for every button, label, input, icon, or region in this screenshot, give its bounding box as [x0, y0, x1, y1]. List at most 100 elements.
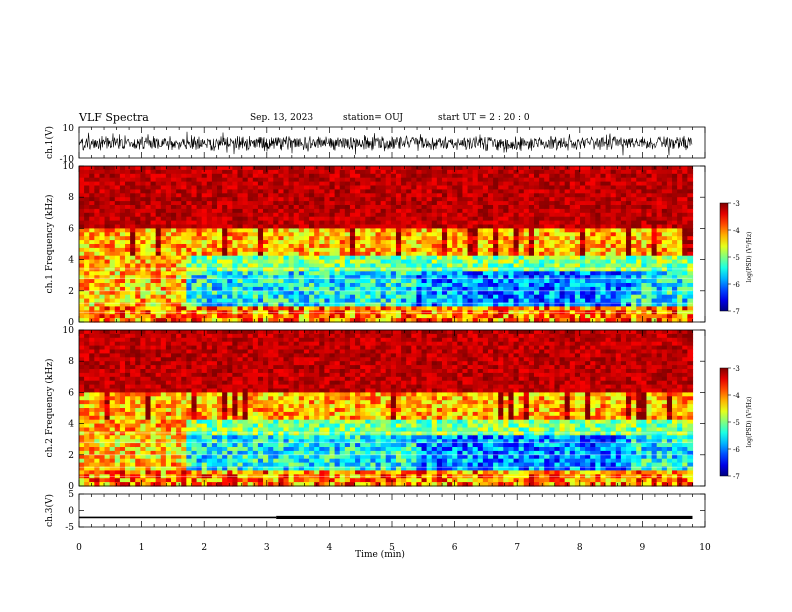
spectrogram-cell: [626, 318, 632, 323]
spectrogram-cell: [288, 197, 295, 202]
spectrogram-cell: [119, 310, 126, 315]
spectrogram-cell: [329, 251, 336, 257]
spectrogram-cell: [508, 228, 515, 233]
spectrogram-cell: [610, 255, 617, 261]
spectrogram-cell: [360, 197, 366, 202]
spectrogram-cell: [135, 173, 141, 179]
spectrogram-cell: [263, 247, 269, 253]
spectrogram-cell: [232, 181, 239, 187]
spectrogram-cell: [431, 177, 438, 183]
spectrogram-cell: [636, 275, 642, 280]
spectrogram-cell: [585, 283, 591, 288]
spectrogram-cell: [580, 279, 586, 284]
spectrogram-cell: [426, 290, 433, 296]
spectrogram-cell: [293, 267, 300, 272]
spectrogram-cell: [447, 244, 453, 249]
spectrogram-cell: [554, 236, 561, 241]
spectrogram-cell: [171, 169, 177, 175]
spectrogram-cell: [298, 298, 305, 304]
spectrogram-cell: [79, 267, 85, 272]
spectrogram-cell: [452, 208, 458, 214]
spectrogram-cell: [288, 267, 295, 272]
spectrogram-cell: [309, 228, 315, 233]
spectrogram-cell: [160, 181, 167, 187]
spectrogram-cell: [222, 255, 228, 261]
spectrogram-cell: [390, 306, 397, 311]
spectrogram-cell: [416, 255, 423, 261]
spectrogram-cell: [365, 193, 371, 198]
spectrogram-cell: [406, 216, 412, 222]
spectrogram-cell: [482, 259, 489, 265]
spectrogram-cell: [125, 220, 131, 226]
spectrogram-cell: [247, 166, 254, 171]
spectrogram-cell: [682, 212, 688, 218]
spectrogram-cell: [631, 310, 637, 315]
spectrogram-cell: [631, 314, 637, 319]
spectrogram-cell: [119, 240, 126, 245]
spectrogram-cell: [457, 251, 464, 257]
spectrogram-cell: [554, 177, 561, 183]
spectrogram-cell: [441, 177, 448, 183]
spectrogram-cell: [590, 166, 596, 171]
spectrogram-cell: [431, 173, 438, 179]
spectrogram-cell: [329, 275, 336, 280]
spectrogram-cell: [99, 193, 106, 198]
spectrogram-cell: [160, 212, 167, 218]
spectrogram-cell: [339, 306, 346, 311]
spectrogram-cell: [631, 212, 637, 218]
spectrogram-cell: [493, 302, 499, 307]
spectrogram-cell: [472, 251, 479, 257]
spectrogram-cell: [600, 267, 607, 272]
spectrogram-cell: [125, 302, 131, 307]
spectrogram-cell: [416, 271, 423, 276]
spectrogram-cell: [682, 185, 688, 190]
spectrogram-cell: [687, 318, 694, 323]
spectrogram-cell: [79, 169, 85, 175]
spectrogram-cell: [79, 236, 85, 241]
spectrogram-cell: [160, 267, 167, 272]
spectrogram-cell: [467, 267, 474, 272]
spectrogram-cell: [140, 247, 147, 253]
spectrogram-cell: [385, 275, 392, 280]
spectrogram-cell: [329, 298, 336, 304]
spectrogram-cell: [528, 232, 535, 237]
spectrogram-cell: [242, 255, 249, 261]
spectrogram-cell: [355, 201, 361, 206]
spectrogram-cell: [610, 318, 617, 323]
spectrogram-cell: [477, 173, 484, 179]
spectrogram-cell: [355, 275, 361, 280]
spectrogram-cell: [600, 173, 607, 179]
spectrogram-cell: [191, 205, 198, 210]
spectrogram-cell: [600, 290, 607, 296]
spectrogram-cell: [610, 208, 617, 214]
spectrogram-cell: [191, 298, 198, 304]
spectrogram-cell: [252, 232, 259, 237]
spectrogram-cell: [661, 201, 668, 206]
spectrogram-cell: [431, 275, 438, 280]
spectrogram-cell: [247, 177, 254, 183]
spectrogram-cell: [273, 232, 279, 237]
spectrogram-cell: [677, 314, 683, 319]
spectrogram-cell: [278, 275, 285, 280]
spectrogram-cell: [656, 197, 663, 202]
spectrogram-cell: [682, 205, 688, 210]
spectrogram-cell: [334, 259, 341, 265]
spectrogram-cell: [508, 193, 515, 198]
spectrogram-cell: [580, 255, 586, 261]
spectrogram-cell: [518, 173, 525, 179]
spectrogram-cell: [472, 185, 479, 190]
spectrogram-cell: [574, 294, 581, 300]
spectrogram-cell: [89, 173, 95, 179]
spectrogram-cell: [186, 255, 193, 261]
spectrogram-cell: [498, 283, 504, 288]
spectrogram-cell: [636, 310, 642, 315]
spectrogram-cell: [472, 228, 479, 233]
spectrogram-cell: [293, 259, 300, 265]
spectrogram-cell: [416, 181, 423, 187]
spectrogram-cell: [242, 247, 249, 253]
spectrogram-cell: [206, 318, 213, 323]
spectrogram-cell: [580, 216, 586, 222]
spectrogram-cell: [462, 275, 469, 280]
spectrogram-cell: [370, 263, 377, 268]
spectrogram-cell: [401, 185, 407, 190]
